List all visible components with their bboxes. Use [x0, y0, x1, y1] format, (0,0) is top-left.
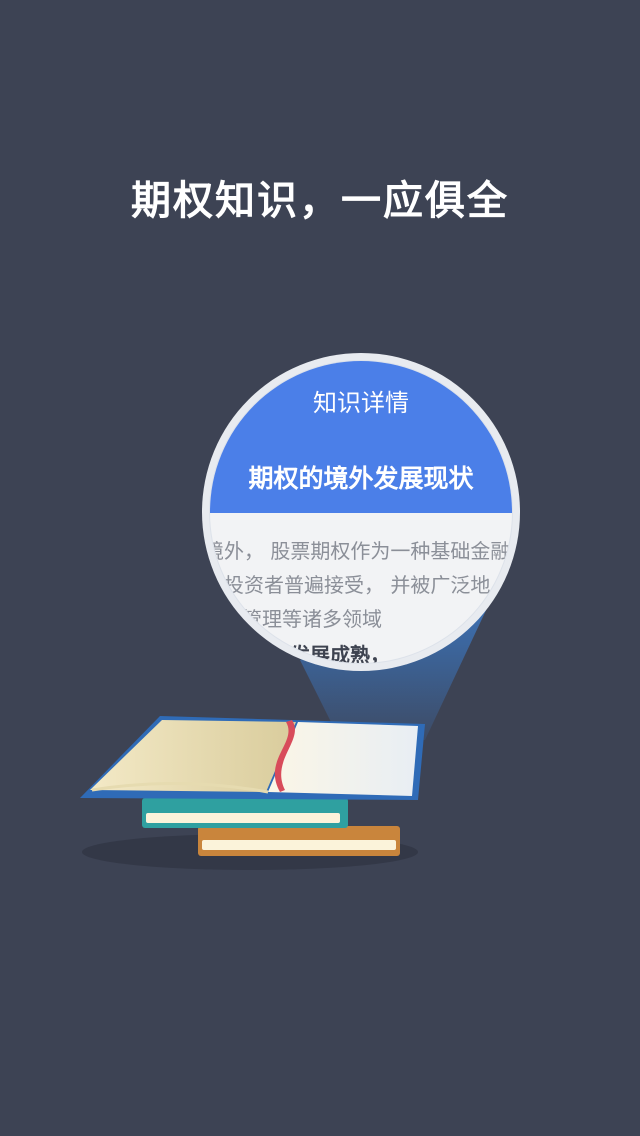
article-line: 投资者普遍接受， 并被广泛地	[224, 573, 491, 597]
article-line: 境外， 股票期权作为一种基础金融	[210, 539, 511, 563]
orange-book	[198, 826, 400, 856]
open-book-right-page	[268, 722, 418, 796]
open-book-left-page	[90, 720, 296, 792]
nav-title: 知识详情	[313, 389, 409, 417]
page-title: 期权知识，一应俱全	[131, 178, 509, 224]
lens-content: 知识详情 期权的境外发展现状 境外， 股票期权作为一种基础金融 投资者普遍接受，…	[210, 361, 512, 663]
article-line: 发展成熟，	[290, 643, 390, 663]
bookmark-ribbon	[274, 720, 295, 792]
teal-book	[142, 798, 348, 828]
magnifier-lens: 知识详情 期权的境外发展现状 境外， 股票期权作为一种基础金融 投资者普遍接受，…	[202, 353, 520, 671]
lens-header: 知识详情 期权的境外发展现状	[210, 361, 512, 513]
article-line: 管理等诸多领域	[242, 607, 382, 631]
article-title: 期权的境外发展现状	[248, 464, 474, 493]
